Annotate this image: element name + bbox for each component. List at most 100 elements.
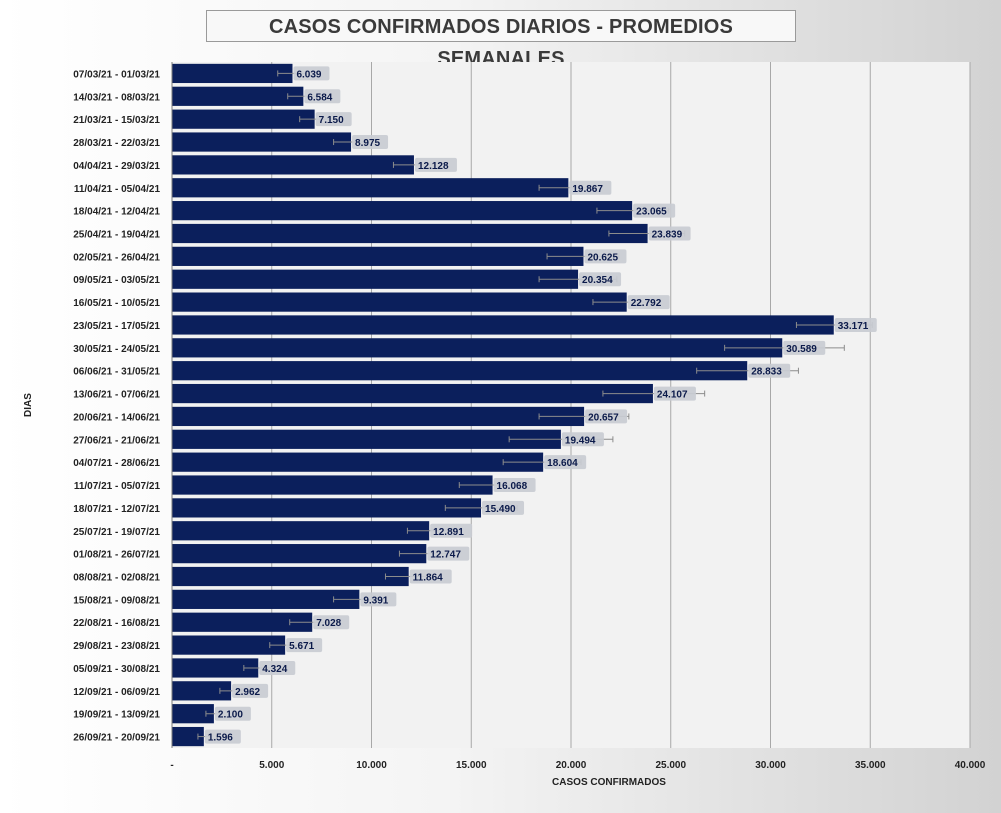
x-tick-label: 40.000 — [955, 760, 986, 771]
category-label: 05/09/21 - 30/08/21 — [73, 664, 160, 675]
svg-text:1.596: 1.596 — [208, 733, 233, 744]
category-label: 21/03/21 - 15/03/21 — [73, 115, 160, 126]
svg-text:4.324: 4.324 — [262, 664, 287, 675]
bar — [172, 178, 569, 198]
bar — [172, 612, 313, 632]
x-axis-title: CASOS CONFIRMADOS — [552, 777, 666, 788]
svg-text:19.867: 19.867 — [572, 184, 603, 195]
x-tick-label: 25.000 — [655, 760, 686, 771]
data-label: 12.891 — [430, 523, 473, 538]
category-label: 18/04/21 - 12/04/21 — [73, 207, 160, 218]
bar — [172, 589, 360, 609]
category-label: 18/07/21 - 12/07/21 — [73, 504, 160, 515]
svg-text:9.391: 9.391 — [363, 595, 388, 606]
data-label: 16.068 — [493, 478, 536, 493]
category-label: 27/06/21 - 21/06/21 — [73, 435, 160, 446]
category-label: 30/05/21 - 24/05/21 — [73, 344, 160, 355]
bars — [172, 63, 834, 747]
data-label: 30.589 — [783, 340, 826, 355]
bar — [172, 406, 585, 427]
svg-text:20.657: 20.657 — [588, 412, 619, 423]
data-label: 12.747 — [427, 546, 470, 561]
category-label: 11/04/21 - 05/04/21 — [74, 184, 161, 195]
category-label: 26/09/21 - 20/09/21 — [73, 733, 160, 744]
bar — [172, 429, 561, 449]
category-label: 08/08/21 - 02/08/21 — [73, 573, 160, 584]
x-tick-label: - — [170, 760, 173, 771]
svg-text:24.107: 24.107 — [657, 390, 688, 401]
data-label: 24.107 — [653, 386, 696, 401]
category-label: 07/03/21 - 01/03/21 — [73, 69, 160, 80]
category-label: 22/08/21 - 16/08/21 — [73, 618, 160, 629]
category-labels: 07/03/21 - 01/03/21 14/03/21 - 08/03/21 21… — [73, 69, 160, 743]
bar — [172, 475, 493, 495]
y-axis-title: DIAS — [23, 393, 34, 417]
svg-text:6.039: 6.039 — [296, 69, 321, 80]
category-label: 28/03/21 - 22/03/21 — [73, 138, 160, 149]
data-label: 9.391 — [360, 592, 397, 607]
category-label: 13/06/21 - 07/06/21 — [73, 390, 160, 401]
grid-lines — [271, 62, 971, 748]
bar — [172, 544, 427, 564]
x-tick-labels: - 5.000 10.000 15.000 20.000 25.000 30.000 35.0… — [170, 760, 985, 771]
data-label: 8.975 — [352, 135, 389, 150]
bar — [172, 726, 204, 747]
data-label: 5.671 — [286, 638, 323, 653]
x-tick-label: 35.000 — [855, 760, 886, 771]
bar — [172, 86, 304, 106]
svg-text:18.604: 18.604 — [547, 458, 578, 469]
svg-text:30.589: 30.589 — [786, 344, 817, 355]
data-label: 18.604 — [544, 455, 587, 470]
svg-text:12.891: 12.891 — [433, 527, 464, 538]
data-label: 7.028 — [313, 615, 350, 630]
data-label: 33.171 — [834, 317, 877, 332]
bar — [172, 201, 633, 221]
x-tick-label: 15.000 — [456, 760, 487, 771]
x-tick-label: 30.000 — [755, 760, 786, 771]
svg-text:12.128: 12.128 — [418, 161, 449, 172]
bar — [172, 658, 259, 678]
data-label: 23.065 — [633, 203, 676, 218]
svg-text:8.975: 8.975 — [355, 138, 380, 149]
category-label: 04/07/21 - 28/06/21 — [73, 458, 160, 469]
chart-title: CASOS CONFIRMADOS DIARIOS - PROMEDIOS SE… — [206, 10, 796, 70]
bar — [172, 269, 579, 289]
category-label: 04/04/21 - 29/03/21 — [73, 161, 160, 172]
data-label: 28.833 — [748, 363, 791, 378]
bar — [172, 566, 409, 587]
data-label: 6.039 — [293, 66, 330, 81]
svg-text:19.494: 19.494 — [565, 435, 596, 446]
svg-text:23.839: 23.839 — [652, 230, 683, 241]
data-label: 22.792 — [627, 295, 670, 310]
category-label: 15/08/21 - 09/08/21 — [73, 595, 160, 606]
data-label: 7.150 — [315, 112, 352, 127]
bar — [172, 132, 352, 152]
bar — [172, 521, 430, 541]
bar — [172, 704, 214, 724]
bar — [172, 292, 627, 312]
category-label: 23/05/21 - 17/05/21 — [73, 321, 160, 332]
data-label: 11.864 — [409, 569, 452, 584]
svg-text:16.068: 16.068 — [497, 481, 528, 492]
svg-text:7.150: 7.150 — [319, 115, 344, 126]
data-label: 20.657 — [585, 409, 628, 424]
svg-text:33.171: 33.171 — [838, 321, 869, 332]
svg-text:11.864: 11.864 — [413, 573, 443, 584]
bar — [172, 383, 653, 404]
bar — [172, 63, 293, 84]
category-label: 25/04/21 - 19/04/21 — [73, 230, 160, 241]
data-label: 20.625 — [584, 249, 627, 264]
svg-text:20.354: 20.354 — [582, 275, 613, 286]
x-tick-label: 10.000 — [356, 760, 387, 771]
data-label: 2.962 — [232, 683, 269, 698]
category-label: 02/05/21 - 26/04/21 — [73, 252, 160, 263]
bar — [172, 338, 783, 358]
category-label: 29/08/21 - 23/08/21 — [73, 641, 160, 652]
data-labels: 6.039 6.584 7.150 8.975 12.128 19.867 23.065 23… — [204, 66, 877, 744]
category-label: 06/06/21 - 31/05/21 — [73, 367, 160, 378]
category-label: 09/05/21 - 03/05/21 — [73, 275, 160, 286]
bar — [172, 361, 748, 381]
bar — [172, 223, 648, 244]
svg-text:15.490: 15.490 — [485, 504, 516, 515]
